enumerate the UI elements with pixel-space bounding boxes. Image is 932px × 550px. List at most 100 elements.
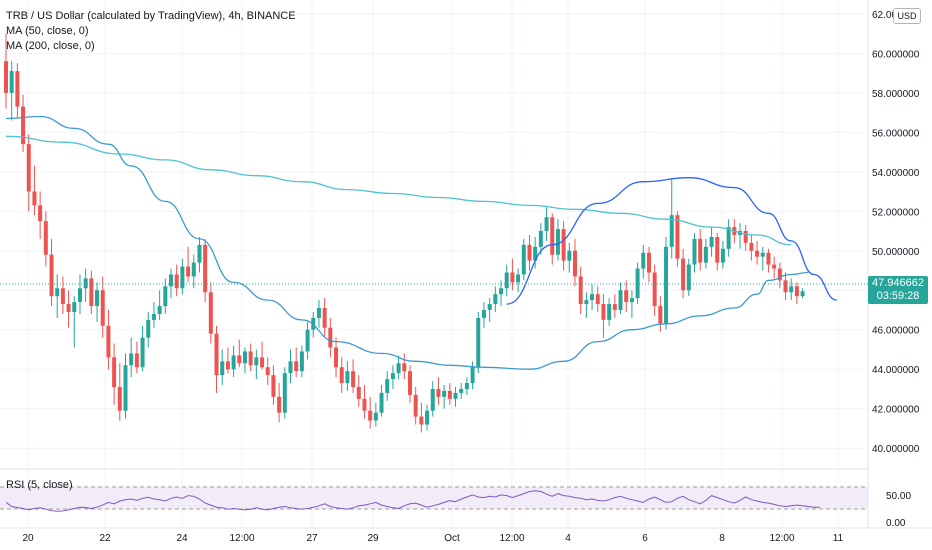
- candle-body: [242, 351, 247, 364]
- time-tick-label: 8: [719, 533, 725, 544]
- candle-body: [567, 250, 572, 261]
- candle-body: [174, 274, 179, 289]
- legend-ma200[interactable]: MA (200, close, 0): [6, 40, 95, 52]
- candle-body: [237, 355, 242, 364]
- candle-body: [339, 367, 344, 384]
- time-tick-label: 6: [642, 533, 648, 544]
- candle-body: [516, 274, 521, 283]
- candle-body: [117, 387, 122, 411]
- price-tick-label: 54.000000: [872, 168, 920, 179]
- time-tick-label: Oct: [444, 533, 460, 544]
- candle-body: [83, 278, 88, 289]
- candle-body: [641, 252, 646, 269]
- candle-body: [783, 280, 788, 293]
- candle-body: [379, 392, 384, 413]
- candle-body: [72, 302, 77, 312]
- candle-body: [157, 306, 162, 314]
- candle-body: [95, 290, 100, 307]
- candle-body: [32, 191, 37, 206]
- candle-body: [743, 231, 748, 243]
- candle-body: [197, 244, 202, 263]
- candle-body: [203, 244, 208, 293]
- candle-body: [89, 278, 94, 307]
- candle-body: [720, 248, 725, 263]
- candle-body: [709, 236, 714, 247]
- candle-body: [214, 333, 219, 376]
- candle-body: [703, 246, 708, 263]
- candle-body: [112, 357, 117, 387]
- candle-body: [294, 361, 299, 372]
- candle-body: [789, 286, 794, 293]
- candle-body: [134, 353, 139, 368]
- candle-body: [538, 231, 543, 247]
- candle-body: [646, 252, 651, 273]
- candle-body: [476, 317, 481, 368]
- ma200-line: [5, 135, 792, 246]
- candle-body: [510, 272, 515, 283]
- candle-body: [191, 262, 196, 277]
- time-tick-label: 12:00: [229, 533, 254, 544]
- candle-body: [612, 304, 617, 310]
- candle-body: [715, 236, 720, 263]
- currency-badge[interactable]: USD: [893, 8, 921, 24]
- time-tick-label: 4: [565, 533, 571, 544]
- candle-body: [726, 227, 731, 249]
- candle-body: [470, 367, 475, 384]
- candle-body: [425, 410, 430, 425]
- candle-body: [584, 300, 589, 305]
- candle-body: [499, 288, 504, 295]
- candle-body: [777, 268, 782, 281]
- candle-body: [527, 244, 532, 261]
- candle-body: [345, 371, 350, 384]
- legend-ma50[interactable]: MA (50, close, 0): [6, 25, 89, 37]
- candle-body: [322, 308, 327, 328]
- candle-body: [282, 373, 287, 413]
- time-tick-label: 24: [176, 533, 188, 544]
- candle-body: [402, 363, 407, 372]
- candle-body: [129, 353, 134, 366]
- candle-body: [186, 266, 191, 277]
- candle-body: [169, 274, 174, 287]
- candle-body: [487, 304, 492, 310]
- bar-countdown: 03:59:28: [876, 290, 920, 302]
- candle-body: [351, 371, 356, 387]
- candle-body: [49, 254, 54, 297]
- candle-body: [749, 242, 754, 251]
- candle-body: [299, 351, 304, 372]
- legend-rsi[interactable]: RSI (5, close): [6, 479, 73, 491]
- candle-body: [601, 304, 606, 320]
- price-tick-label: 56.000000: [872, 128, 920, 139]
- candle-body: [794, 286, 799, 297]
- candle-body: [755, 250, 760, 257]
- candle-body: [675, 215, 680, 259]
- candle-body: [504, 272, 509, 289]
- candle-body: [459, 388, 464, 393]
- rounded-top-drawing[interactable]: [506, 177, 837, 305]
- candle-body: [772, 264, 777, 269]
- legend-symbol[interactable]: TRB / US Dollar (calculated by TradingVi…: [6, 10, 296, 22]
- candle-body: [573, 250, 577, 277]
- candle-body: [305, 329, 310, 352]
- candle-body: [681, 258, 686, 291]
- candle-body: [254, 357, 259, 366]
- candle-body: [442, 390, 447, 397]
- candle-body: [151, 313, 156, 320]
- candle-body: [493, 294, 498, 305]
- candle-body: [231, 355, 236, 370]
- candle-body: [590, 294, 595, 301]
- candle-body: [618, 290, 623, 310]
- candle-body: [629, 298, 634, 303]
- candle-body: [260, 357, 265, 368]
- candle-body: [664, 246, 669, 324]
- grid-lines: [0, 0, 868, 528]
- time-tick-label: 12:00: [499, 533, 524, 544]
- price-tick-label: 58.000000: [872, 89, 920, 100]
- candle-body: [419, 416, 424, 425]
- candle-body: [60, 288, 65, 305]
- price-tick-label: 50.000000: [872, 247, 920, 258]
- candle-body: [288, 361, 293, 374]
- candle-body: [271, 375, 276, 397]
- time-axis-labels: 20 22 24 12:00 27 29 Oct 12:00 4 6 8 12:00 11: [22, 533, 843, 544]
- time-tick-label: 27: [306, 533, 318, 544]
